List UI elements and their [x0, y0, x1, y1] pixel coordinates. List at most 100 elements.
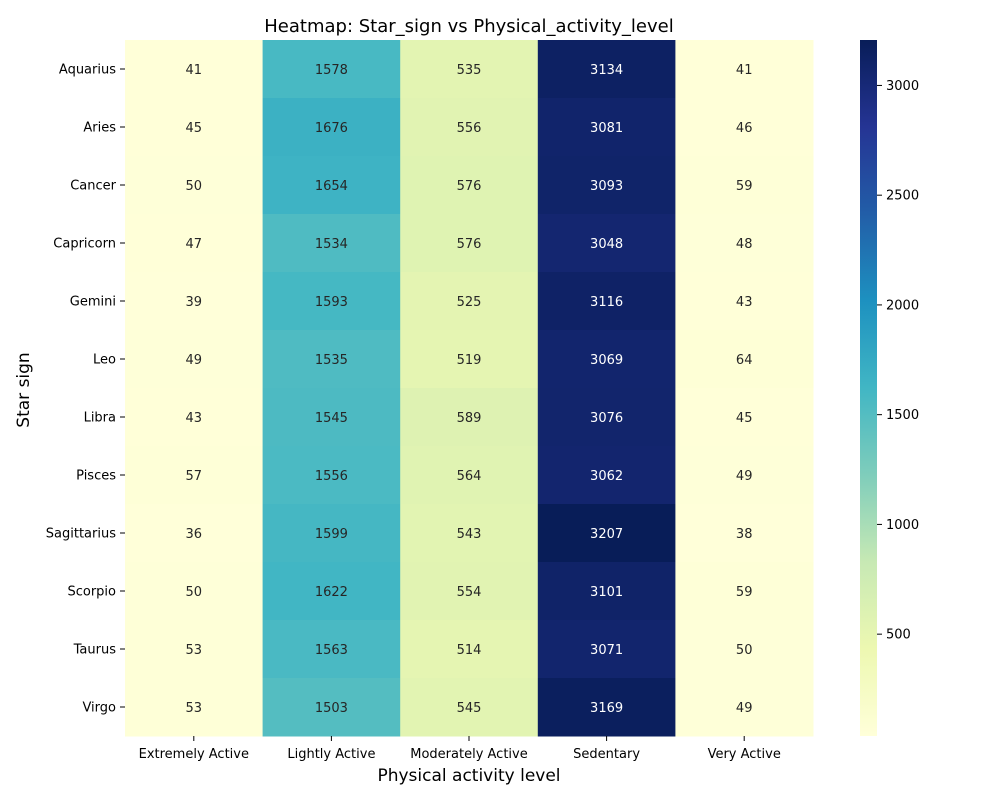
cell-value-label: 45	[736, 411, 753, 426]
heatmap-cell	[400, 330, 539, 389]
cell-value-label: 543	[457, 527, 482, 542]
heatmap-cell	[125, 446, 264, 505]
heatmap-cell	[537, 40, 676, 99]
cell-value-label: 59	[736, 585, 753, 600]
heatmap-cell	[400, 214, 539, 273]
cell-value-label: 564	[457, 469, 482, 484]
cell-value-label: 3207	[590, 527, 623, 542]
cell-value-label: 3048	[590, 237, 623, 252]
heatmap-cell	[125, 678, 264, 737]
heatmap-cell	[537, 446, 676, 505]
cell-value-label: 50	[186, 179, 203, 194]
cell-value-label: 3093	[590, 179, 623, 194]
cell-value-label: 1563	[315, 643, 348, 658]
colorbar-tick-label: 2500	[886, 189, 919, 204]
heatmap-cell	[262, 562, 401, 621]
cell-value-label: 41	[736, 63, 753, 78]
cell-value-label: 1654	[315, 179, 348, 194]
heatmap-cell	[675, 388, 814, 447]
heatmap-cell	[675, 98, 814, 157]
cell-value-label: 545	[457, 701, 482, 716]
heatmap-cell	[400, 98, 539, 157]
heatmap-cell	[262, 156, 401, 215]
cell-value-label: 3081	[590, 121, 623, 136]
heatmap-cell	[537, 214, 676, 273]
heatmap-cell	[262, 620, 401, 679]
heatmap-cell	[125, 98, 264, 157]
cell-value-label: 53	[186, 701, 203, 716]
cell-value-label: 64	[736, 353, 753, 368]
cell-value-label: 49	[736, 701, 753, 716]
y-tick-label: Scorpio	[67, 585, 116, 600]
heatmap-cell	[537, 98, 676, 157]
cell-value-label: 1622	[315, 585, 348, 600]
heatmap-cell	[675, 156, 814, 215]
cell-value-label: 3076	[590, 411, 623, 426]
x-tick-label: Extremely Active	[139, 747, 249, 762]
heatmap-cell	[400, 562, 539, 621]
heatmap-cells: 41 1578 535 3134 41 45 1676 556 3081 46 50 1654 576 3…	[125, 40, 814, 737]
cell-value-label: 589	[457, 411, 482, 426]
heatmap-cell	[675, 562, 814, 621]
y-tick-label: Gemini	[70, 295, 116, 310]
cell-value-label: 1534	[315, 237, 348, 252]
heatmap-cell	[400, 620, 539, 679]
heatmap-cell	[125, 562, 264, 621]
heatmap-cell	[125, 620, 264, 679]
y-tick-label: Libra	[84, 411, 116, 426]
cell-value-label: 50	[186, 585, 203, 600]
heatmap-cell	[262, 214, 401, 273]
heatmap-cell	[537, 678, 676, 737]
y-tick-label: Virgo	[82, 701, 116, 716]
cell-value-label: 57	[186, 469, 203, 484]
heatmap-cell	[262, 40, 401, 99]
cell-value-label: 49	[186, 353, 203, 368]
cell-value-label: 50	[736, 643, 753, 658]
y-tick-label: Aries	[83, 121, 116, 136]
y-tick-label: Leo	[93, 353, 116, 368]
heatmap-cell	[400, 678, 539, 737]
cell-value-label: 1556	[315, 469, 348, 484]
heatmap-cell	[675, 214, 814, 273]
cell-value-label: 1599	[315, 527, 348, 542]
heatmap-cell	[125, 272, 264, 331]
cell-value-label: 1503	[315, 701, 348, 716]
cell-value-label: 3134	[590, 63, 623, 78]
cell-value-label: 41	[186, 63, 203, 78]
cell-value-label: 38	[736, 527, 753, 542]
cell-value-label: 576	[457, 179, 482, 194]
heatmap-cell	[125, 388, 264, 447]
cell-value-label: 43	[186, 411, 203, 426]
cell-value-label: 3169	[590, 701, 623, 716]
cell-value-label: 554	[457, 585, 482, 600]
heatmap-cell	[400, 272, 539, 331]
heatmap-cell	[262, 272, 401, 331]
x-axis-label: Physical activity level	[377, 766, 560, 786]
heatmap-cell	[537, 504, 676, 563]
heatmap-cell	[675, 330, 814, 389]
y-axis-ticks: Aquarius Aries Cancer Capricorn Gemini Leo Lib…	[46, 63, 125, 716]
heatmap-cell	[262, 504, 401, 563]
cell-value-label: 1593	[315, 295, 348, 310]
cell-value-label: 39	[186, 295, 203, 310]
chart-title: Heatmap: Star_sign vs Physical_activity_…	[264, 16, 673, 37]
y-tick-label: Cancer	[70, 179, 116, 194]
heatmap-cell	[537, 562, 676, 621]
heatmap-cell	[125, 214, 264, 273]
cell-value-label: 47	[186, 237, 203, 252]
cell-value-label: 3101	[590, 585, 623, 600]
cell-value-label: 59	[736, 179, 753, 194]
cell-value-label: 1545	[315, 411, 348, 426]
heatmap-cell	[537, 388, 676, 447]
cell-value-label: 525	[457, 295, 482, 310]
x-tick-label: Moderately Active	[410, 747, 527, 762]
heatmap-cell	[125, 330, 264, 389]
y-tick-label: Aquarius	[59, 63, 116, 78]
heatmap-cell	[400, 40, 539, 99]
y-tick-label: Sagittarius	[46, 527, 116, 542]
cell-value-label: 3071	[590, 643, 623, 658]
cell-value-label: 49	[736, 469, 753, 484]
cell-value-label: 556	[457, 121, 482, 136]
colorbar-tick-label: 500	[886, 628, 911, 643]
